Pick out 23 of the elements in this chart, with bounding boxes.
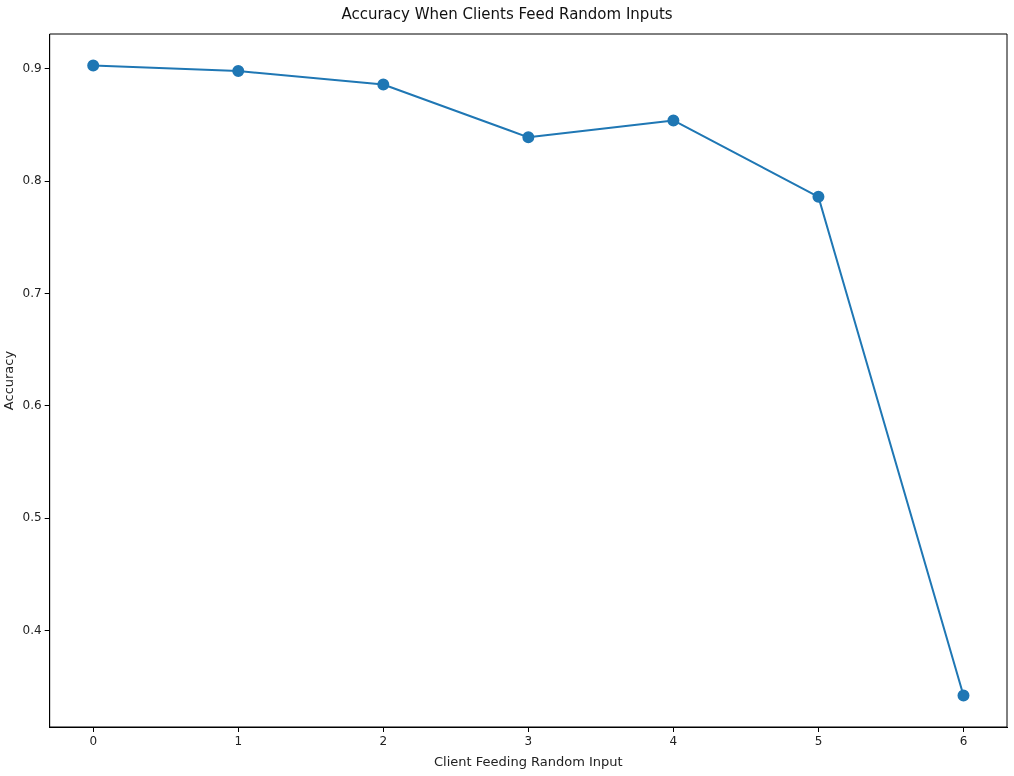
y-tick-label: 0.6 bbox=[22, 397, 42, 412]
point bbox=[232, 65, 245, 78]
x-tick-label: 6 bbox=[959, 734, 968, 749]
x-tick-label: 3 bbox=[524, 734, 533, 749]
x-tick-label: 1 bbox=[234, 734, 243, 749]
x-tick-label: 5 bbox=[814, 734, 823, 749]
point bbox=[377, 78, 390, 91]
x-tick-label: 0 bbox=[89, 734, 98, 749]
x-axis-title: Client Feeding Random Input bbox=[434, 753, 623, 769]
point bbox=[87, 59, 100, 72]
y-tick-label: 0.9 bbox=[22, 60, 42, 75]
y-axis-title: Accuracy bbox=[1, 350, 17, 411]
point bbox=[667, 114, 680, 127]
y-tick-label: 0.5 bbox=[22, 510, 42, 525]
x-tick-label: 4 bbox=[669, 734, 678, 749]
point bbox=[812, 190, 825, 203]
point bbox=[522, 131, 535, 144]
chart-title: Accuracy When Clients Feed Random Inputs bbox=[341, 4, 673, 23]
x-tick-label: 2 bbox=[379, 734, 388, 749]
y-tick-label: 0.8 bbox=[22, 173, 42, 188]
y-tick-label: 0.7 bbox=[22, 285, 42, 300]
y-tick-label: 0.4 bbox=[22, 622, 42, 637]
point bbox=[957, 689, 970, 702]
